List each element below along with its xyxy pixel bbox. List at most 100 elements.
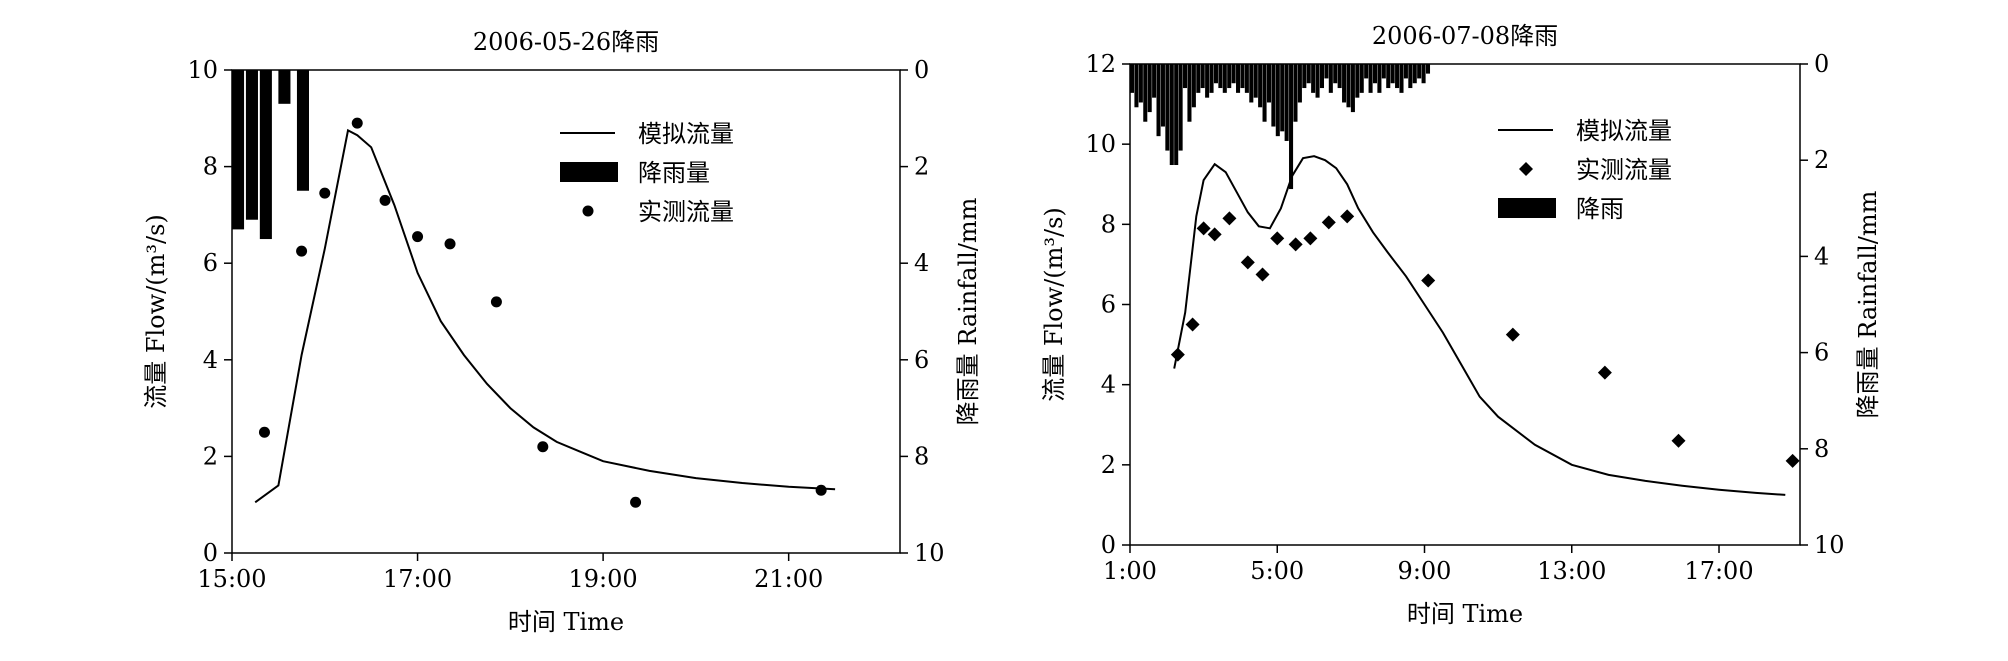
rain-bar [1319,64,1325,89]
rain-bar [1395,64,1400,89]
y-tick-label: 4 [203,346,218,374]
rain-bar [1266,64,1271,103]
plot-frame [1129,63,1801,546]
rain-bar [1337,64,1342,89]
rain-bar [1222,64,1227,93]
observed-point [351,117,363,129]
rain-bar [1138,64,1143,103]
rain-bar [1200,64,1205,89]
legend-label: 实测流量 [638,198,734,226]
y-tick-label: 0 [1101,531,1116,559]
rain-bar [1147,64,1152,113]
observed-point [1505,327,1520,342]
legend-swatch-diamond [1519,162,1533,176]
rain-bar [1240,64,1245,89]
legend-label: 模拟流量 [1576,117,1672,145]
rain-bar [1130,64,1135,93]
rain-bar [1297,64,1302,103]
y2-tick-label: 0 [1814,50,1829,78]
rain-bar [1174,64,1179,166]
observed-point [1421,273,1436,288]
rain-bar [1196,64,1201,93]
x-axis-label: 时间 Time [508,608,624,636]
rain-bar [1417,64,1422,79]
y2-tick-label: 10 [1814,531,1845,559]
x-tick-label: 9:00 [1398,557,1452,585]
observed-point [1597,365,1612,380]
observed-point [1196,221,1211,236]
x-tick-label: 5:00 [1250,557,1304,585]
y2-tick-label: 8 [914,442,929,470]
rain-bar [1306,64,1311,84]
rain-bars [1130,64,1431,190]
observed-point [490,296,502,308]
observed-point [1288,237,1303,252]
legend-swatch-bar [560,162,618,182]
rain-bar [1249,64,1254,103]
rain-bar [1377,64,1382,93]
y-tick-label: 6 [203,249,218,277]
observed-point [379,194,391,206]
y-tick-label: 0 [203,539,218,567]
rain-bar [1178,64,1183,151]
rain-bar [1302,64,1307,89]
rain-bar [1390,64,1395,84]
x-tick-label: 17:00 [1684,557,1753,585]
y2-tick-label: 6 [1814,339,1829,367]
chart-title: 2006-07-08降雨 [1372,22,1558,50]
observed-point [537,441,549,453]
x-tick-label: 19:00 [569,565,638,593]
y-tick-label: 6 [1101,291,1116,319]
rain-bar [245,70,258,220]
observed-point [1255,267,1270,282]
legend-swatch-dot [582,205,594,217]
y-tick-label: 4 [1101,371,1116,399]
rain-bar [1399,64,1404,93]
y-tick-label: 8 [1101,210,1116,238]
observed-point [1270,231,1285,246]
rain-bar [1152,64,1157,98]
y-axis-label: 流量 Flow/(m³/s) [142,214,170,409]
rain-bar [1183,64,1188,89]
rain-bar [1205,64,1210,98]
observed-point [1185,317,1200,332]
rain-bar [1346,64,1351,108]
rain-bar [1165,64,1170,151]
rain-bar [1333,64,1338,84]
observed-point [1671,433,1686,448]
rain-bar [1231,64,1236,84]
rain-bar [1280,64,1285,132]
rain-bar [1213,64,1218,84]
y2-tick-label: 8 [1814,435,1829,463]
rain-bar [1359,64,1364,93]
observed-point [1240,255,1255,270]
rain-bar [1368,64,1373,93]
rain-bar [1227,64,1232,89]
x-tick-label: 15:00 [197,565,266,593]
chart-title: 2006-05-26降雨 [473,28,659,56]
rain-bar [1209,64,1214,93]
x-tick-label: 17:00 [383,565,452,593]
rain-bar [1293,64,1298,122]
rain-bars [232,70,310,240]
rain-bar [1364,64,1369,79]
rain-bar [1143,64,1148,122]
y-tick-label: 2 [203,442,218,470]
rain-bar [1253,64,1258,98]
rain-bar [1134,64,1139,108]
rain-bar [1372,64,1378,84]
rain-bar [259,70,272,240]
rain-bar [1355,64,1360,98]
observed-point [815,484,827,496]
x-tick-label: 21:00 [754,565,823,593]
rain-bar [1284,64,1289,141]
rain-bar [1315,64,1320,98]
y-tick-label: 2 [1101,451,1116,479]
observed-point [258,426,270,438]
legend-swatch-bar [1498,198,1556,218]
rain-bar [1412,64,1417,84]
legend-label: 模拟流量 [638,120,734,148]
rain-bar [1262,64,1267,122]
